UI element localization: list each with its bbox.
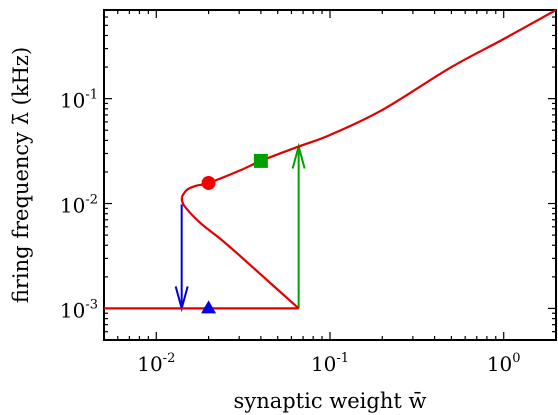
y-axis-label: firing frequency λ̄ (kHz) [9, 47, 33, 303]
markers [201, 153, 268, 314]
axis-ticks [103, 10, 557, 341]
x-tick-label: 10-2 [137, 351, 175, 376]
x-tick-label: 100 [487, 351, 521, 376]
x-axis-label: synaptic weight w̄ [234, 389, 427, 413]
curve-upper [180, 9, 557, 198]
tick-labels: 10-2 10-1 100 10-3 10-2 10-1 [60, 88, 521, 376]
x-tick-label: 10-1 [311, 351, 349, 376]
marker-triangle [201, 300, 217, 314]
y-tick-label: 10-2 [60, 193, 98, 218]
marker-square [253, 153, 268, 168]
curves [104, 9, 557, 310]
plot-frame [103, 9, 557, 341]
curve-middle [180, 196, 300, 310]
y-tick-label: 10-3 [60, 297, 98, 322]
marker-circle [201, 175, 216, 190]
y-tick-label: 10-1 [60, 88, 98, 113]
